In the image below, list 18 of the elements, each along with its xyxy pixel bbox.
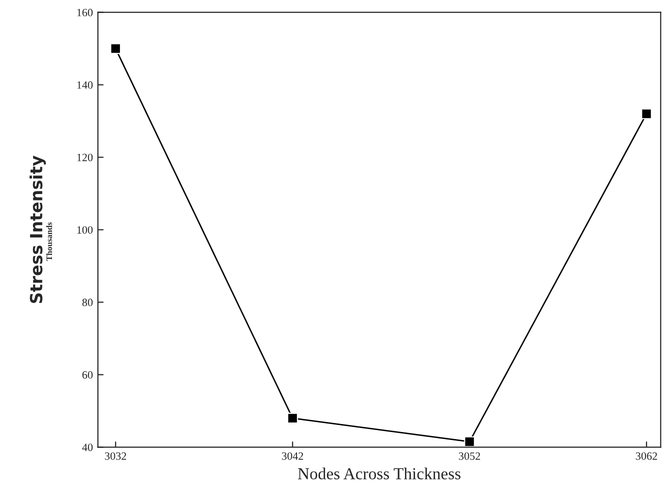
x-axis-title: Nodes Across Thickness [298, 468, 460, 480]
y-tick-label: 100 [77, 226, 93, 234]
x-tick-label: 3042 [282, 452, 304, 460]
y-tick-label: 140 [77, 81, 93, 89]
x-tick-label: 3062 [636, 452, 658, 460]
y-axis-title: Stress Intensity [30, 156, 46, 303]
y-tick-label: 60 [82, 371, 93, 379]
y-tick-label: 80 [82, 298, 93, 306]
text: Thousands [46, 222, 52, 261]
point [110, 43, 121, 54]
y-tick-label: 120 [77, 154, 93, 162]
point [641, 108, 652, 120]
y-tick-label: 40 [82, 444, 93, 452]
point [464, 436, 475, 448]
x-tick-label: 3052 [458, 452, 480, 460]
point [287, 412, 298, 424]
x-tick-label: 3032 [105, 452, 126, 460]
y-tick-label: 160 [77, 8, 93, 16]
